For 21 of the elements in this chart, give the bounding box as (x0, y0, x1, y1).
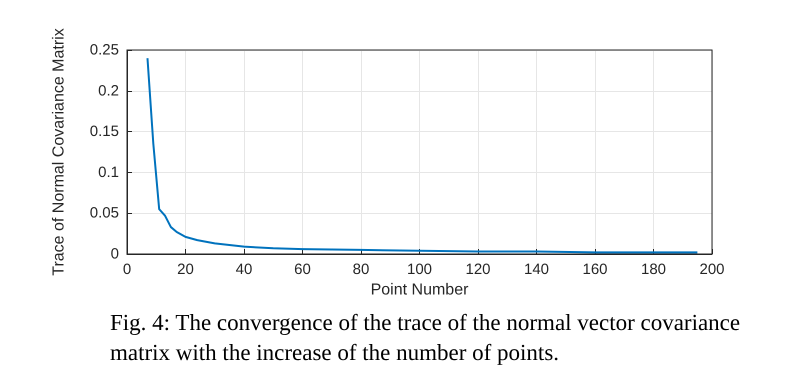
y-tick-label: 0.1 (98, 164, 119, 181)
x-tick-label: 120 (465, 261, 491, 278)
x-axis-title: Point Number (370, 281, 470, 298)
x-tick-label: 100 (406, 261, 432, 278)
x-tick-label: 140 (524, 261, 550, 278)
x-tick-label: 40 (236, 261, 252, 278)
y-tick-label: 0.25 (90, 42, 119, 58)
line-series (146, 57, 698, 254)
y-axis-title: Trace of Normal Covariance Matrix (50, 28, 68, 276)
caption: Fig. 4: The convergence of the trace of the normal vector covariance matrix with the increase of the number of points. (110, 309, 742, 367)
y-tick-label: 0.2 (98, 82, 119, 100)
x-tick-label: 200 (699, 261, 725, 278)
x-tick-label: 60 (294, 261, 311, 278)
x-tick-label: 180 (640, 261, 666, 278)
x-tick-label: 0 (122, 261, 132, 278)
x-tick-label: 160 (582, 261, 608, 278)
x-tick-label: 80 (352, 261, 370, 278)
x-tick-label: 20 (177, 261, 194, 278)
y-tick-label: 0.15 (90, 123, 119, 140)
y-tick-label: 0.05 (90, 204, 119, 222)
y-tick-label: 0 (110, 246, 119, 262)
